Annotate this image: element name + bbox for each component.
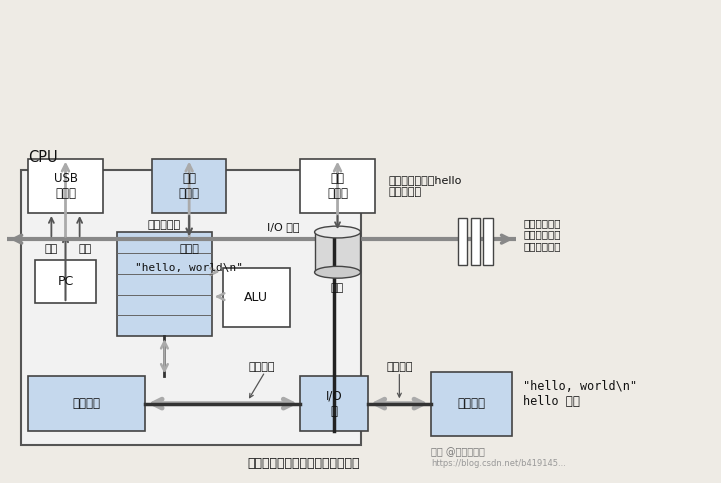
Text: PC: PC xyxy=(58,275,74,288)
Ellipse shape xyxy=(314,266,360,278)
Bar xyxy=(117,232,212,336)
Ellipse shape xyxy=(314,226,360,238)
Bar xyxy=(223,268,290,327)
Text: 显示器: 显示器 xyxy=(180,244,199,254)
Text: "hello, world\n": "hello, world\n" xyxy=(135,263,243,273)
Text: 图形
适配器: 图形 适配器 xyxy=(179,172,200,200)
Bar xyxy=(458,218,467,265)
Text: 知乎 @不朽的传奇: 知乎 @不朽的传奇 xyxy=(431,447,485,457)
Text: 磁盘: 磁盘 xyxy=(331,283,344,293)
Text: 将输出字符串从存储器写到显示器: 将输出字符串从存储器写到显示器 xyxy=(248,456,360,469)
Text: 磁盘
控制器: 磁盘 控制器 xyxy=(327,172,348,200)
Bar xyxy=(471,218,480,265)
Text: 存储在磁盘上的hello
可执行文件: 存储在磁盘上的hello 可执行文件 xyxy=(389,175,462,197)
Text: I/O
桥: I/O 桥 xyxy=(326,390,342,418)
Text: 寄存器文件: 寄存器文件 xyxy=(148,220,181,230)
Bar xyxy=(301,158,375,213)
Text: 鼠标: 鼠标 xyxy=(45,244,58,254)
Text: "hello, world\n"
hello 代码: "hello, world\n" hello 代码 xyxy=(523,380,637,408)
Text: 内存总线: 内存总线 xyxy=(386,362,412,372)
Text: https://blog.csdn.net/b419145...: https://blog.csdn.net/b419145... xyxy=(431,459,566,469)
Bar xyxy=(22,170,360,445)
Bar xyxy=(314,232,360,272)
Bar xyxy=(431,372,513,436)
Bar xyxy=(152,158,226,213)
Text: ALU: ALU xyxy=(244,291,268,304)
Bar xyxy=(28,158,102,213)
Text: 键盘: 键盘 xyxy=(79,244,92,254)
Text: USB
控制器: USB 控制器 xyxy=(53,172,77,200)
Bar xyxy=(35,260,95,303)
Bar xyxy=(28,376,145,431)
Text: I/O 总线: I/O 总线 xyxy=(267,222,299,232)
Bar xyxy=(484,218,492,265)
Bar xyxy=(301,376,368,431)
Text: 总线接口: 总线接口 xyxy=(73,397,101,410)
Text: CPU: CPU xyxy=(28,150,58,165)
Text: 系统总线: 系统总线 xyxy=(248,362,275,372)
Text: 扩展槽，留待
网络适配器一
类的设备使用: 扩展槽，留待 网络适配器一 类的设备使用 xyxy=(523,218,560,251)
Text: 主存储器: 主存储器 xyxy=(458,397,486,410)
